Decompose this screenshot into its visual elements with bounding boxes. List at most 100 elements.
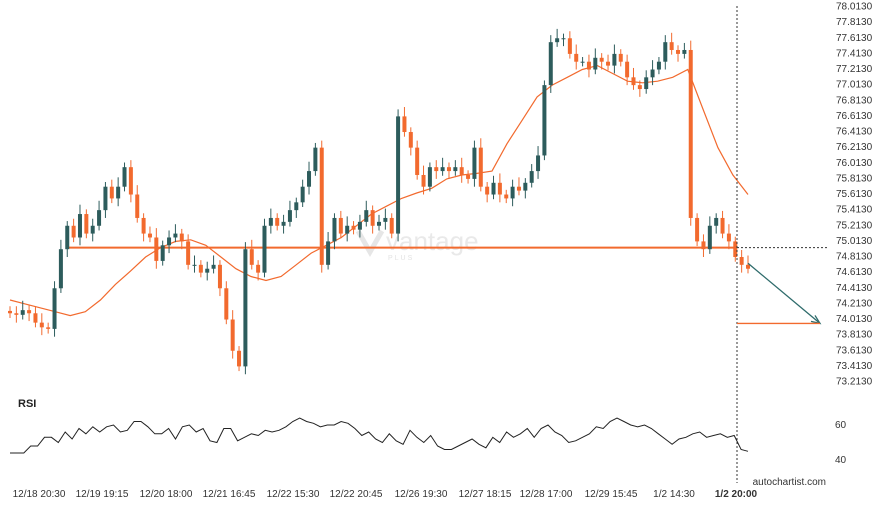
candle-body (256, 264, 261, 273)
candle-body (402, 116, 407, 133)
candle-body (211, 264, 216, 269)
candle-body (205, 268, 210, 273)
candle-body (663, 42, 668, 62)
candle-body (446, 167, 451, 172)
candle-body (606, 61, 611, 66)
candle-body (567, 38, 572, 54)
x-tick-label: 12/22 20:45 (330, 489, 383, 500)
y-tick-label: 73.8130 (836, 330, 873, 341)
y-tick-label: 75.4130 (836, 205, 873, 216)
candle-body (739, 257, 744, 265)
candle-body (237, 350, 242, 367)
y-tick-label: 76.0130 (836, 158, 873, 169)
candle-body (351, 225, 356, 230)
candle-body (39, 322, 44, 328)
x-tick-label: 1/2 14:30 (653, 489, 695, 500)
y-tick-label: 78.0130 (836, 2, 873, 13)
x-tick-label: 12/22 15:30 (267, 489, 320, 500)
candle-body (593, 57, 598, 70)
candle-body (326, 241, 331, 265)
candle-body (77, 214, 82, 238)
candle-body (383, 217, 388, 222)
candle-body (453, 167, 458, 172)
candle-body (243, 249, 248, 367)
candle-body (669, 42, 674, 50)
candle-body (415, 147, 420, 175)
y-tick-label: 77.0130 (836, 80, 873, 91)
candle-body (338, 217, 343, 234)
candle-body (510, 186, 515, 199)
candle-body (173, 233, 178, 238)
y-tick-label: 75.8130 (836, 173, 873, 184)
candle-body (523, 182, 528, 191)
candle-body (746, 264, 750, 269)
y-tick-label: 74.8130 (836, 252, 873, 263)
candle-body (650, 69, 655, 78)
candle-body (688, 49, 693, 218)
candle-body (262, 225, 267, 273)
candle-body (33, 313, 38, 323)
y-tick-label: 75.2130 (836, 220, 873, 231)
candle-body (421, 174, 426, 187)
candle-body (71, 225, 76, 238)
candle-body (97, 210, 102, 226)
candle-body (58, 249, 63, 289)
candle-body (408, 132, 413, 148)
candle-body (612, 53, 617, 66)
candle-body (427, 167, 432, 187)
candle-body (14, 313, 19, 315)
candle-body (20, 310, 25, 315)
candle-body (440, 167, 445, 172)
candle-body (268, 217, 273, 226)
candle-body (472, 147, 477, 179)
y-tick-label: 73.6130 (836, 345, 873, 356)
candle-body (396, 116, 401, 234)
x-tick-label: 12/20 18:00 (140, 489, 193, 500)
y-tick-label: 77.2130 (836, 64, 873, 75)
rsi-level-60: 60 (835, 420, 847, 431)
y-tick-label: 75.0130 (836, 236, 873, 247)
candle-body (491, 182, 496, 195)
candle-body (300, 186, 305, 203)
y-tick-label: 73.2130 (836, 377, 873, 388)
y-axis-labels: 78.0130 77.8130 77.6130 77.4130 77.2130 77.01… (836, 2, 873, 388)
rsi-line (10, 417, 749, 454)
x-tick-label: 1/2 20:00 (715, 489, 758, 500)
candle-body (141, 217, 146, 234)
candle-body (720, 217, 725, 234)
candle-body (574, 53, 579, 62)
candle-body (701, 241, 706, 250)
candle-body (167, 237, 172, 246)
candle-body (618, 53, 623, 62)
candle-body (631, 77, 636, 86)
candle-body (217, 264, 222, 289)
candle-body (695, 217, 700, 242)
x-tick-label: 12/28 17:00 (520, 489, 573, 500)
candle-body (319, 147, 324, 265)
x-axis-labels: 12/18 20:30 12/19 19:15 12/20 18:00 12/21 1… (13, 489, 758, 500)
x-tick-label: 12/18 20:30 (13, 489, 66, 500)
candle-body (307, 171, 312, 187)
y-tick-label: 77.8130 (836, 17, 873, 28)
x-tick-label: 12/21 16:45 (203, 489, 256, 500)
candle-body (536, 155, 541, 172)
x-tick-label: 12/27 18:15 (459, 489, 512, 500)
candle-body (287, 210, 292, 222)
y-tick-label: 76.6130 (836, 111, 873, 122)
rsi-level-40: 40 (835, 455, 847, 466)
candle-body (179, 233, 184, 242)
candle-body (27, 310, 32, 314)
candle-body (682, 49, 687, 54)
candle-body (249, 249, 254, 265)
watermark-brand: vantage (386, 226, 479, 256)
candle-body (707, 225, 712, 250)
candle-body (529, 171, 534, 183)
candle-body (281, 221, 286, 226)
candle-body (434, 167, 439, 172)
vantage-logo-icon (355, 229, 385, 258)
y-tick-label: 76.2130 (836, 142, 873, 153)
candle-body (485, 186, 490, 195)
candle-body (332, 217, 337, 242)
candle-body (230, 319, 235, 351)
